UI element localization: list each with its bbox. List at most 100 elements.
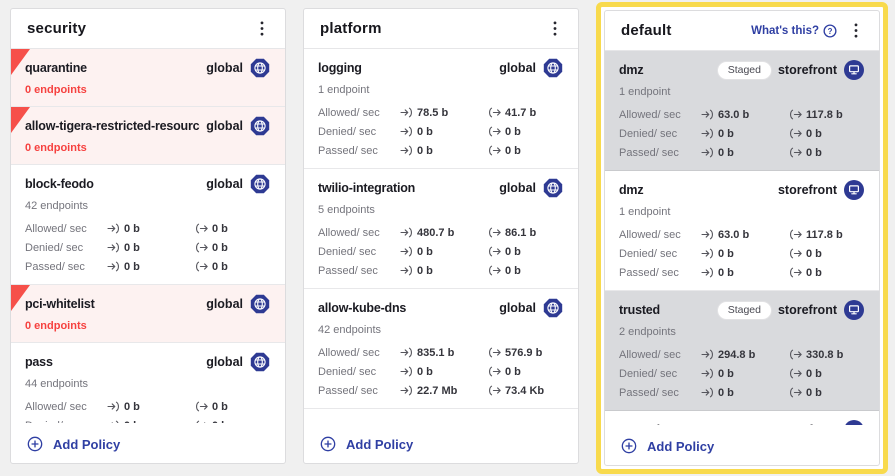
egress-value: 0 b (195, 401, 228, 413)
ingress-value: 0 b (701, 387, 789, 399)
stat-label: Passed/ sec (25, 260, 85, 273)
policy-card-list: quarantine global 0 endpoints allow-tigera-… (11, 49, 285, 423)
add-policy-label: Add Policy (53, 436, 121, 452)
stat-label: Allowed/ sec (318, 226, 380, 239)
stat-label: Passed/ sec (318, 264, 378, 277)
traffic-stat-row: Denied/ sec 0 b 0 b (25, 416, 271, 423)
traffic-stat-row: Denied/ sec 0 b 0 b (619, 124, 865, 143)
policy-card-allow-tigera-restricted-resources[interactable]: allow-tigera-restricted-resources global 0… (11, 107, 285, 165)
column-menu-kebab-icon[interactable] (253, 20, 271, 38)
policy-scope-label: global (206, 355, 243, 369)
policy-tier-platform: platform logging global 1 endpoint Allowed/ … (303, 8, 579, 464)
ingress-arrow-icon (400, 246, 413, 257)
egress-arrow-icon (488, 246, 501, 257)
policy-card-allow-kube-dns[interactable]: allow-kube-dns global 42 endpoints Allowed/… (304, 289, 578, 409)
traffic-stat-row: Allowed/ sec 835.1 b 576.9 b (318, 343, 564, 362)
policy-card-quarantine[interactable]: quarantine global 0 endpoints (11, 49, 285, 107)
egress-arrow-icon (488, 145, 501, 156)
traffic-stat-row: Allowed/ sec 480.7 b 86.1 b (318, 223, 564, 242)
ingress-arrow-icon (400, 265, 413, 276)
storefront-badge-icon (843, 179, 865, 201)
whats-this-label: What's this? (751, 24, 819, 37)
globe-badge-icon (542, 57, 564, 79)
plus-circle-icon (27, 436, 43, 452)
ingress-arrow-icon (701, 147, 714, 158)
ingress-bytes: 0 b (124, 222, 140, 235)
policy-name: allow-tigera-restricted-resources (25, 119, 201, 133)
egress-value: 576.9 b (488, 347, 542, 359)
egress-bytes: 576.9 b (505, 346, 543, 359)
add-policy-button[interactable]: Add Policy (304, 436, 429, 452)
svg-text:?: ? (828, 26, 833, 35)
traffic-stat-row: Passed/ sec 0 b 0 b (25, 257, 271, 276)
column-footer: Add Policy (304, 423, 578, 465)
traffic-stats: Allowed/ sec 294.8 b 330.8 b Denied/ sec 0 b… (619, 345, 865, 402)
policy-column-platform: platform logging global 1 endpoint Allowed/ … (303, 8, 579, 464)
policy-card-pci-whitelist[interactable]: pci-whitelist global 0 endpoints (11, 285, 285, 343)
policy-card-header: block-feodo global (25, 173, 271, 195)
policy-card-dmz[interactable]: dmz storefront 1 endpoint Allowed/ sec 63.0 … (605, 171, 879, 291)
policy-scope-label: storefront (777, 303, 837, 317)
egress-arrow-icon (488, 366, 501, 377)
egress-arrow-icon (789, 368, 802, 379)
globe-badge-icon (249, 351, 271, 373)
policy-column-security: security quarantine global 0 endpoints allow… (10, 8, 286, 464)
egress-bytes: 0 b (505, 365, 521, 378)
egress-bytes: 0 b (212, 420, 228, 424)
traffic-stat-row: Allowed/ sec 0 b 0 b (25, 397, 271, 416)
column-menu-kebab-icon[interactable] (847, 22, 865, 40)
ingress-value: 22.7 Mb (400, 385, 488, 397)
traffic-stat-row: Passed/ sec 0 b 0 b (318, 141, 564, 160)
egress-arrow-icon (488, 126, 501, 137)
ingress-bytes: 0 b (124, 420, 140, 424)
egress-bytes: 86.1 b (505, 226, 537, 239)
egress-value: 73.4 Kb (488, 385, 544, 397)
ingress-arrow-icon (400, 107, 413, 118)
policy-card-header: logging global (318, 57, 564, 79)
add-policy-button[interactable]: Add Policy (605, 438, 730, 454)
stat-label: Denied/ sec (619, 127, 678, 140)
egress-value: 0 b (488, 246, 521, 258)
whats-this-link[interactable]: What's this?? (751, 23, 837, 38)
column-menu-kebab-icon[interactable] (546, 20, 564, 38)
policy-card-pass[interactable]: pass global 44 endpoints Allowed/ sec 0 b 0 b… (11, 343, 285, 423)
policy-card-dmz[interactable]: dmz Staged storefront 1 endpoint Allowed/ se… (605, 51, 879, 171)
ingress-arrow-icon (107, 223, 120, 234)
egress-bytes: 117.8 b (806, 228, 843, 241)
policy-card-trusted[interactable]: trusted storefront (605, 411, 879, 425)
egress-bytes: 0 b (212, 260, 228, 273)
traffic-stat-row: Denied/ sec 0 b 0 b (619, 244, 865, 263)
traffic-stat-row: Allowed/ sec 63.0 b 117.8 b (619, 225, 865, 244)
ingress-value: 0 b (701, 147, 789, 159)
ingress-arrow-icon (400, 347, 413, 358)
ingress-value: 63.0 b (701, 109, 789, 121)
policy-scope-label: storefront (778, 423, 837, 425)
endpoints-count: 44 endpoints (25, 378, 88, 390)
policy-card-block-feodo[interactable]: block-feodo global 42 endpoints Allowed/ se… (11, 165, 285, 285)
traffic-stat-row: Passed/ sec 0 b 0 b (318, 261, 564, 280)
ingress-bytes: 0 b (718, 266, 734, 279)
egress-value: 0 b (789, 248, 822, 260)
add-policy-button[interactable]: Add Policy (11, 436, 136, 452)
policy-card-header: trusted storefront (619, 419, 865, 425)
endpoints-count: 0 endpoints (25, 320, 87, 332)
ingress-value: 294.8 b (701, 349, 789, 361)
egress-bytes: 0 b (505, 245, 521, 258)
traffic-stat-row: Allowed/ sec 0 b 0 b (25, 219, 271, 238)
stat-label: Denied/ sec (25, 420, 107, 424)
egress-arrow-icon (195, 242, 208, 253)
egress-arrow-icon (789, 267, 802, 278)
stat-label: Denied/ sec (619, 367, 678, 380)
policy-scope-label: global (206, 119, 243, 133)
ingress-bytes: 294.8 b (718, 348, 756, 361)
ingress-bytes: 835.1 b (417, 346, 455, 359)
endpoints-count: 1 endpoint (619, 86, 671, 98)
ingress-arrow-icon (701, 229, 714, 240)
policy-card-logging[interactable]: logging global 1 endpoint Allowed/ sec 78.5 … (304, 49, 578, 169)
policy-card-twilio-integration[interactable]: twilio-integration global 5 endpoints Allow… (304, 169, 578, 289)
egress-arrow-icon (789, 387, 802, 398)
globe-badge-icon (542, 177, 564, 199)
policy-card-trusted[interactable]: trusted Staged storefront 2 endpoints Allowe… (605, 291, 879, 411)
stat-label: Denied/ sec (318, 365, 377, 378)
